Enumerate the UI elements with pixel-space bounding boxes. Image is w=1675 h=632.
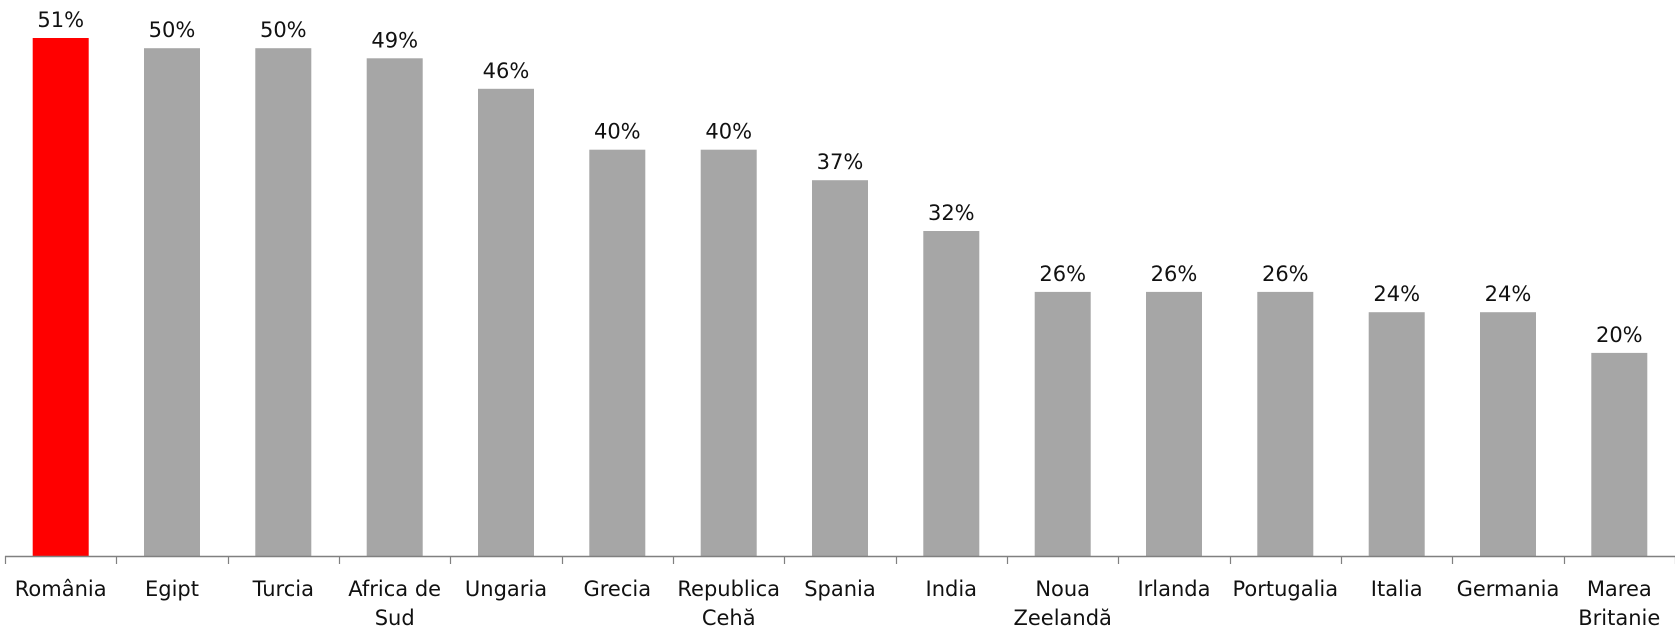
data-labels: 51% 50% 50% 49% 46% 40% 40% 37% 32% 26% 26% 26% 24% 2… — [37, 8, 1642, 347]
bar — [923, 231, 980, 556]
category-label: Noua — [1035, 577, 1090, 601]
category-label: Egipt — [145, 577, 199, 601]
data-label: 49% — [371, 28, 418, 52]
data-label: 37% — [817, 150, 864, 174]
category-label: Cehă — [702, 606, 756, 630]
category-label: Spania — [804, 577, 876, 601]
bar — [589, 149, 646, 556]
data-label: 50% — [260, 18, 307, 42]
bar — [478, 88, 534, 557]
data-label: 24% — [1373, 282, 1420, 306]
bar — [1480, 312, 1536, 556]
bar — [1146, 291, 1202, 556]
category-label: Germania — [1457, 577, 1560, 601]
bar — [366, 58, 423, 557]
category-label: Britanie — [1578, 606, 1660, 630]
category-label: Grecia — [583, 577, 651, 601]
data-label: 40% — [705, 120, 752, 144]
bars — [32, 38, 1648, 557]
category-label: India — [926, 577, 978, 601]
category-label: Republica — [677, 577, 780, 601]
data-label: 32% — [928, 201, 975, 225]
bar — [1368, 312, 1425, 556]
bar — [812, 180, 868, 556]
data-label: 20% — [1596, 323, 1643, 347]
data-label: 26% — [1262, 262, 1309, 286]
bar — [700, 149, 757, 556]
category-label: Marea — [1587, 577, 1652, 601]
category-label: Sud — [375, 606, 415, 630]
x-axis — [4, 555, 1675, 564]
category-label: Africa de — [348, 577, 441, 601]
bar — [255, 48, 312, 556]
category-label: Ungaria — [465, 577, 547, 601]
category-label: Irlanda — [1137, 577, 1210, 601]
data-label: 26% — [1039, 262, 1086, 286]
bar — [144, 48, 200, 556]
category-label: Portugalia — [1232, 577, 1338, 601]
category-label: Zeelandă — [1013, 606, 1111, 630]
bar — [1257, 291, 1314, 556]
data-label: 50% — [149, 18, 196, 42]
category-label: Italia — [1371, 577, 1423, 601]
data-label: 26% — [1151, 262, 1198, 286]
data-label: 46% — [483, 59, 530, 83]
category-labels: România Egipt Turcia Africa de Sud Ungaria Gre… — [15, 577, 1661, 630]
category-label: România — [15, 577, 107, 601]
data-label: 51% — [37, 8, 84, 32]
data-label: 40% — [594, 120, 641, 144]
data-label: 24% — [1485, 282, 1532, 306]
bar — [1591, 352, 1648, 556]
bar — [1034, 291, 1091, 556]
category-label: Turcia — [252, 577, 314, 601]
bar — [32, 38, 89, 556]
